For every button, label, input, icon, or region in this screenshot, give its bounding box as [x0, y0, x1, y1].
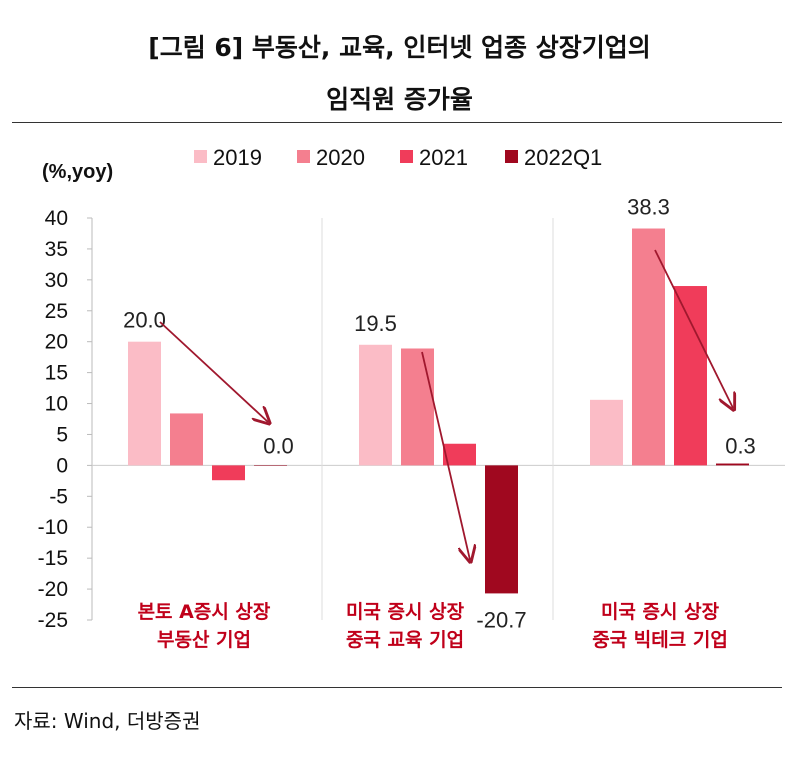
y-tick-label: -10	[38, 516, 68, 539]
bar-2021-1	[443, 443, 476, 466]
y-tick-label: 25	[45, 300, 68, 323]
y-tick-label: 0	[56, 454, 68, 477]
bar-2021-2	[674, 286, 707, 466]
legend-label: 2020	[316, 145, 365, 170]
data-label: 19.5	[354, 311, 397, 336]
y-tick-label: 20	[45, 331, 68, 354]
chart-title-line1: [그림 6] 부동산, 교육, 인터넷 업종 상장기업의	[148, 33, 651, 62]
data-label: 20.0	[123, 308, 166, 333]
bar-2019-0	[128, 341, 161, 466]
legend-label: 2019	[213, 145, 262, 170]
data-label: 0.3	[725, 433, 756, 458]
data-label: 38.3	[627, 195, 670, 220]
trend-arrow	[421, 351, 470, 560]
y-tick-label: 15	[45, 362, 68, 385]
bar-2022Q1-1	[485, 465, 518, 594]
bar-2022Q1-0	[254, 465, 287, 466]
category-label: 미국 증시 상장	[346, 601, 465, 623]
category-label: 미국 증시 상장	[601, 601, 720, 623]
y-tick-label: 5	[56, 423, 68, 446]
bar-chart: (%,yoy) 40 35 30 25 20 15 10 5 0 -5 -10 -15 -20 -25 201…	[38, 145, 785, 651]
y-axis-label: (%,yoy)	[42, 161, 113, 183]
category-label: 본토 A증시 상장	[138, 601, 271, 623]
trend-arrow	[654, 249, 733, 408]
bar-2019-2	[590, 399, 623, 466]
y-tick-label: 40	[45, 207, 68, 230]
y-tick-label: 35	[45, 238, 68, 261]
bar-2020-1	[401, 348, 434, 466]
category-label: 중국 교육 기업	[346, 629, 464, 651]
y-tick-label: 10	[45, 393, 68, 416]
data-label: -20.7	[476, 607, 526, 632]
chart-title-line2: 임직원 증가율	[326, 85, 473, 114]
legend-swatch	[400, 150, 413, 163]
category-label: 부동산 기업	[157, 629, 251, 651]
y-tick-label: -5	[49, 485, 68, 508]
y-tick-label: 30	[45, 269, 68, 292]
bar-2021-0	[212, 465, 245, 481]
y-tick-label: -20	[38, 578, 68, 601]
source-note: 자료: Wind, 더방증권	[14, 709, 201, 733]
legend-swatch	[505, 150, 518, 163]
legend-label: 2022Q1	[524, 145, 602, 170]
category-label: 중국 빅테크 기업	[592, 629, 728, 651]
bar-2022Q1-2	[716, 463, 749, 466]
data-label: 0.0	[263, 433, 294, 458]
bar-2020-0	[170, 413, 203, 466]
y-tick-label: -25	[38, 609, 68, 632]
bottom-divider	[12, 687, 782, 688]
legend-swatch	[297, 150, 310, 163]
y-tick-label: -15	[38, 547, 68, 570]
legend-label: 2021	[419, 145, 468, 170]
legend-swatch	[194, 150, 207, 163]
trend-arrow	[159, 321, 268, 422]
bar-2020-2	[632, 228, 665, 466]
top-divider	[12, 122, 782, 123]
bar-2019-1	[359, 344, 392, 466]
